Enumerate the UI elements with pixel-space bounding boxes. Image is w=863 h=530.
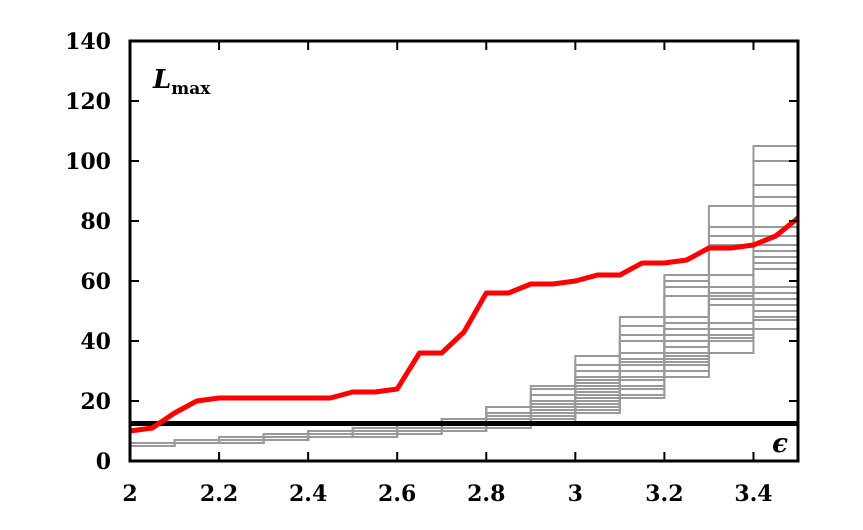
ensemble-series-line bbox=[130, 275, 799, 447]
ensemble-series-line bbox=[130, 293, 799, 444]
y-tick-label: 0 bbox=[96, 449, 111, 475]
highlight-series-line bbox=[129, 216, 800, 434]
ensemble-series-line bbox=[130, 71, 799, 447]
y-tick-label: 120 bbox=[65, 89, 111, 115]
x-tick-label: 2.2 bbox=[200, 481, 238, 507]
ensemble-series-line bbox=[130, 116, 799, 444]
x-tick-label: 2.8 bbox=[467, 481, 505, 507]
ensemble-series-line bbox=[130, 167, 799, 444]
y-axis-label: Lmax bbox=[152, 65, 211, 99]
y-tick-label: 100 bbox=[65, 149, 111, 175]
ensemble-series-line bbox=[130, 131, 799, 447]
ensemble-series-line bbox=[130, 47, 799, 444]
y-axis-label-main: L bbox=[152, 65, 171, 95]
y-axis-ticks: 0 20 40 60 80 100 120 140 bbox=[65, 29, 798, 475]
x-tick-label: 2 bbox=[122, 481, 137, 507]
y-tick-label: 20 bbox=[80, 389, 111, 415]
y-tick-label: 60 bbox=[80, 269, 111, 295]
ensemble-series-group bbox=[130, 47, 799, 447]
ensemble-series-line bbox=[130, 233, 799, 447]
y-tick-label: 140 bbox=[65, 29, 111, 55]
x-tick-label: 2.4 bbox=[289, 481, 327, 507]
ensemble-series-line bbox=[130, 191, 799, 444]
ensemble-series-line bbox=[130, 101, 799, 444]
ensemble-series-line bbox=[130, 185, 799, 447]
y-tick-label: 80 bbox=[80, 209, 111, 235]
ensemble-series-line bbox=[130, 257, 799, 447]
x-tick-label: 3.4 bbox=[734, 481, 772, 507]
ensemble-series-line bbox=[130, 203, 799, 447]
x-axis-label: ϵ bbox=[772, 429, 788, 459]
y-tick-label: 40 bbox=[80, 329, 111, 355]
plot-frame bbox=[128, 39, 800, 463]
x-axis-ticks: 2 2.2 2.4 2.6 2.8 3 3.2 3.4 bbox=[122, 41, 773, 507]
x-tick-label: 2.6 bbox=[378, 481, 416, 507]
y-axis-label-subscript: max bbox=[171, 79, 211, 99]
x-tick-label: 3 bbox=[568, 481, 583, 507]
x-tick-label: 3.2 bbox=[645, 481, 683, 507]
